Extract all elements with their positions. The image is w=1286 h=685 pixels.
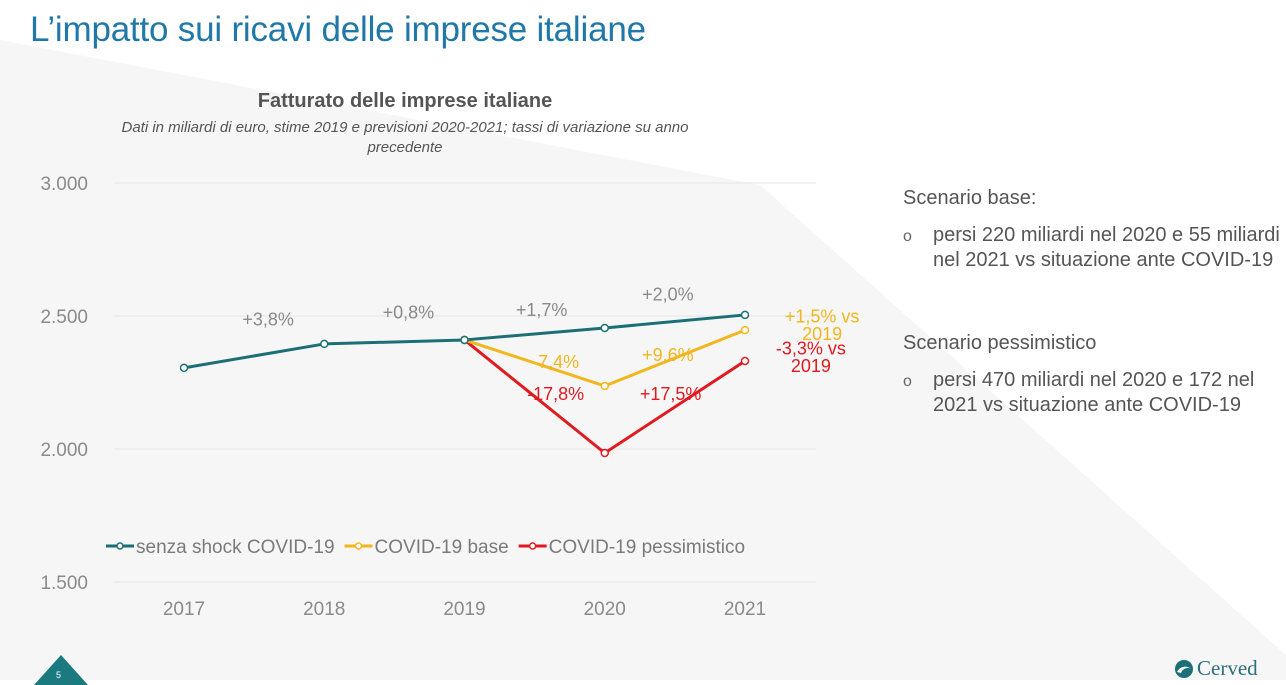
logo-text: Cerved xyxy=(1197,656,1258,680)
page-number-badge xyxy=(34,655,88,685)
x-tick-label: 2021 xyxy=(724,599,766,620)
data-label: +1,7% xyxy=(516,300,568,320)
data-label: -17,8% xyxy=(527,384,584,404)
legend-label: senza shock COVID-19 xyxy=(136,537,335,558)
x-tick-label: 2017 xyxy=(163,599,205,620)
data-point xyxy=(320,339,329,349)
bullet-circle-icon: o xyxy=(903,373,912,390)
data-label: +3,8% xyxy=(242,309,294,329)
x-tick-label: 2019 xyxy=(443,599,485,620)
scenario-base: Scenario base: o persi 220 miliardi nel … xyxy=(903,186,1283,273)
y-tick-label: 2.500 xyxy=(40,307,88,328)
scenario-heading: Scenario pessimistico xyxy=(903,332,1097,354)
data-label: +9,6% xyxy=(642,345,694,365)
data-label: +2,0% xyxy=(642,285,694,305)
data-label: +17,5% xyxy=(640,384,702,404)
line-chart: 1.500 2.000 2.500 3.000 2017 2018 2019 2020 2021… xyxy=(40,174,860,620)
cerved-logo: Cerved xyxy=(1174,656,1258,681)
data-point xyxy=(600,448,609,458)
bullet-circle-icon: o xyxy=(903,228,912,245)
data-label: +0,8% xyxy=(383,303,435,323)
scenario-heading: Scenario base: xyxy=(903,187,1037,209)
data-label: -7,4% xyxy=(532,352,579,372)
y-tick-label: 1.500 xyxy=(40,573,88,594)
page-number: 5 xyxy=(56,670,62,680)
data-label: -3,3% vs xyxy=(776,339,846,359)
legend-label: COVID-19 base xyxy=(375,537,509,558)
y-tick-label: 2.000 xyxy=(40,440,88,461)
legend-marker xyxy=(116,542,124,550)
data-label: 2019 xyxy=(802,324,842,344)
legend-marker xyxy=(528,542,537,550)
data-label: +1,5% vs xyxy=(785,307,860,327)
y-tick-label: 3.000 xyxy=(40,174,88,195)
data-point xyxy=(600,381,609,391)
legend-label: COVID-19 pessimistico xyxy=(549,537,745,558)
data-point xyxy=(740,325,750,335)
slide-title: L’impatto sui ricavi delle imprese itali… xyxy=(30,10,646,49)
data-point xyxy=(600,323,609,333)
cerved-logo-icon xyxy=(1175,659,1193,678)
series-line-covid-19-pessimistico xyxy=(463,338,746,455)
chart-subtitle: Dati in miliardi di euro, stime 2019 e p… xyxy=(121,119,689,156)
scenario-bullet: o persi 220 miliardi nel 2020 e 55 milia… xyxy=(903,223,1283,273)
scenario-bullet-text: persi 220 miliardi nel 2020 e 55 miliard… xyxy=(933,224,1280,271)
data-point xyxy=(460,335,469,345)
scenario-panel: Scenario base: o persi 220 miliardi nel … xyxy=(903,186,1283,418)
scenario-pessimistic: Scenario pessimistico o persi 470 miliar… xyxy=(903,331,1283,418)
legend-marker xyxy=(354,542,363,550)
x-tick-label: 2020 xyxy=(584,599,626,620)
data-point xyxy=(179,363,189,373)
background-grey-triangle xyxy=(0,40,1286,680)
scenario-bullet-text: persi 470 miliardi nel 2020 e 172 nel 20… xyxy=(933,369,1255,416)
data-point xyxy=(740,356,750,366)
data-point xyxy=(740,310,750,320)
chart-title: Fatturato delle imprese italiane xyxy=(257,90,553,112)
scenario-bullet: o persi 470 miliardi nel 2020 e 172 nel … xyxy=(903,368,1283,418)
x-tick-label: 2018 xyxy=(303,599,345,620)
series-line-covid-19-base xyxy=(464,328,746,388)
data-label: 2019 xyxy=(791,356,831,376)
